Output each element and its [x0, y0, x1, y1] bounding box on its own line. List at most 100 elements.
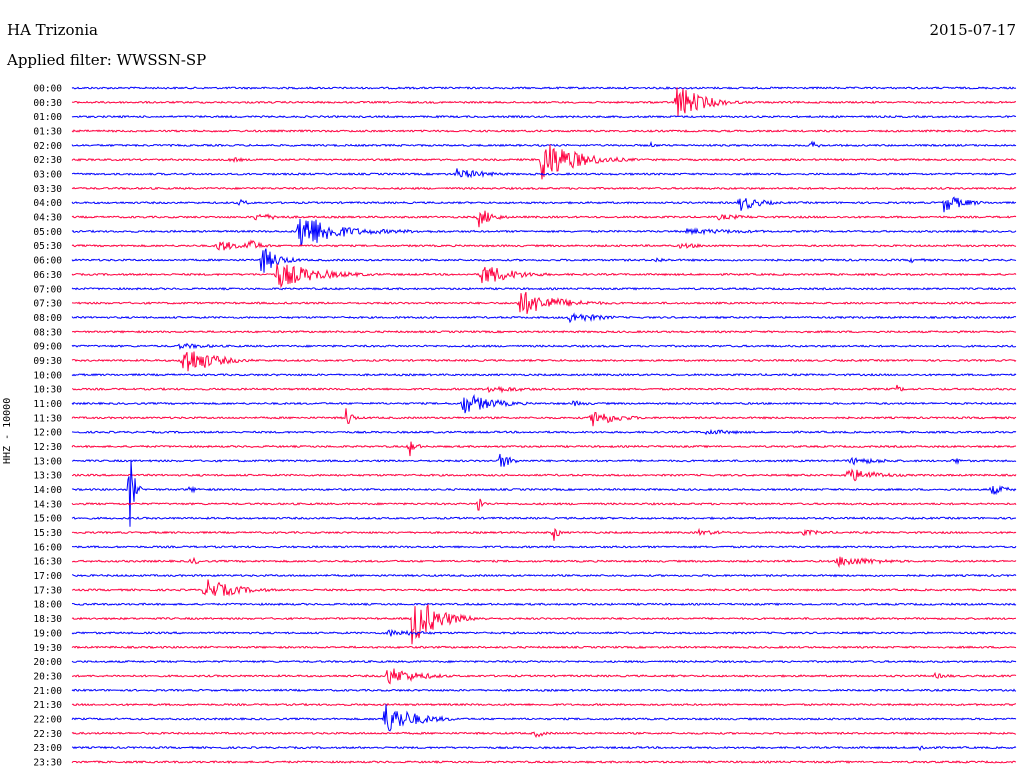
trace-0330 [71, 186, 1017, 191]
filter-label: Applied filter: WWSSN-SP [7, 51, 207, 69]
trace-0230 [71, 144, 1017, 180]
trace-0730 [71, 291, 1017, 315]
row-time-label: 01:00 [33, 112, 62, 123]
row-time-label: 10:30 [33, 385, 62, 396]
row-time-label: 19:30 [33, 643, 62, 654]
row-time-label: 21:00 [33, 686, 62, 697]
trace-0500 [71, 218, 1017, 246]
row-time-label: 00:30 [33, 98, 62, 109]
row-time-label: 16:30 [33, 557, 62, 568]
trace-1700 [71, 573, 1017, 578]
trace-0400 [71, 196, 1017, 213]
row-time-label: 00:00 [33, 84, 62, 95]
trace-2230 [71, 731, 1017, 738]
trace-2330 [71, 760, 1017, 764]
row-time-label: 23:00 [33, 743, 62, 754]
row-time-label: 20:30 [33, 671, 62, 682]
trace-1600 [72, 545, 1017, 549]
trace-2000 [71, 659, 1017, 664]
row-time-label: 08:00 [33, 313, 62, 324]
trace-1800 [71, 602, 1017, 607]
row-time-label: 15:00 [33, 514, 62, 525]
trace-1230 [71, 441, 1017, 457]
trace-1530 [71, 527, 1017, 541]
trace-2030 [71, 668, 1017, 685]
trace-1200 [71, 428, 1017, 436]
seismic-traces [71, 86, 1017, 764]
row-time-label: 02:00 [33, 141, 62, 152]
row-time-label: 12:30 [33, 442, 62, 453]
trace-0130 [71, 129, 1017, 133]
row-time-label: 02:30 [33, 155, 62, 166]
trace-2200 [71, 704, 1017, 732]
row-time-label: 01:30 [33, 127, 62, 138]
row-time-label: 18:30 [33, 614, 62, 625]
row-time-label: 14:30 [33, 499, 62, 510]
row-time-label: 09:30 [33, 356, 62, 367]
trace-0700 [71, 286, 1017, 291]
row-time-label: 13:00 [33, 456, 62, 467]
row-time-label: 04:30 [33, 213, 62, 224]
trace-1130 [71, 408, 1017, 427]
trace-0030 [71, 87, 1017, 117]
row-time-label: 19:00 [33, 628, 62, 639]
trace-0200 [71, 140, 1017, 148]
row-time-label: 11:00 [33, 399, 62, 410]
trace-0830 [71, 329, 1017, 334]
trace-1900 [71, 628, 1017, 637]
trace-1930 [71, 645, 1017, 650]
row-time-label: 07:00 [33, 284, 62, 295]
trace-0600 [71, 248, 1017, 273]
time-tick-labels: 00:00 00:30 01:00 01:30 02:00 02:30 03:00 03:30… [33, 84, 62, 769]
row-time-label: 18:00 [33, 600, 62, 611]
row-time-label: 07:30 [33, 299, 62, 310]
row-time-label: 15:30 [33, 528, 62, 539]
trace-1330 [71, 468, 1017, 482]
trace-0530 [71, 239, 1017, 251]
row-time-label: 08:30 [33, 327, 62, 338]
trace-2100 [71, 688, 1017, 693]
trace-1000 [71, 372, 1017, 377]
row-time-label: 04:00 [33, 198, 62, 209]
row-time-label: 22:00 [33, 714, 62, 725]
trace-1830 [71, 603, 1017, 645]
trace-1300 [71, 453, 1017, 467]
station-title: HA Trizonia [7, 21, 98, 39]
row-time-label: 05:00 [33, 227, 62, 238]
row-time-label: 21:30 [33, 700, 62, 711]
trace-0430 [71, 210, 1017, 228]
row-time-label: 20:00 [33, 657, 62, 668]
row-time-label: 03:30 [33, 184, 62, 195]
row-time-label: 22:30 [33, 729, 62, 740]
trace-1500 [71, 516, 1017, 521]
trace-0930 [71, 351, 1017, 372]
trace-0100 [71, 114, 1017, 119]
date-label: 2015-07-17 [929, 21, 1016, 39]
row-time-label: 09:00 [33, 342, 62, 353]
trace-2130 [71, 702, 1017, 707]
trace-1430 [71, 498, 1017, 511]
trace-1400 [71, 459, 1017, 527]
trace-0800 [71, 312, 1017, 324]
trace-0300 [71, 168, 1017, 179]
row-time-label: 03:00 [33, 170, 62, 181]
trace-0630 [71, 263, 1017, 289]
row-time-label: 14:00 [33, 485, 62, 496]
row-time-label: 10:00 [33, 370, 62, 381]
row-time-label: 17:00 [33, 571, 62, 582]
row-time-label: 11:30 [33, 413, 62, 424]
trace-0000 [71, 86, 1017, 90]
row-time-label: 17:30 [33, 585, 62, 596]
row-time-label: 16:00 [33, 542, 62, 553]
trace-1100 [71, 394, 1017, 414]
row-time-label: 23:30 [33, 757, 62, 768]
row-time-label: 13:30 [33, 471, 62, 482]
trace-1730 [71, 579, 1017, 597]
trace-2300 [71, 745, 1017, 752]
row-time-label: 05:30 [33, 241, 62, 252]
trace-0900 [71, 342, 1017, 350]
row-time-label: 06:00 [33, 256, 62, 267]
trace-1630 [71, 556, 1017, 569]
row-time-label: 06:30 [33, 270, 62, 281]
